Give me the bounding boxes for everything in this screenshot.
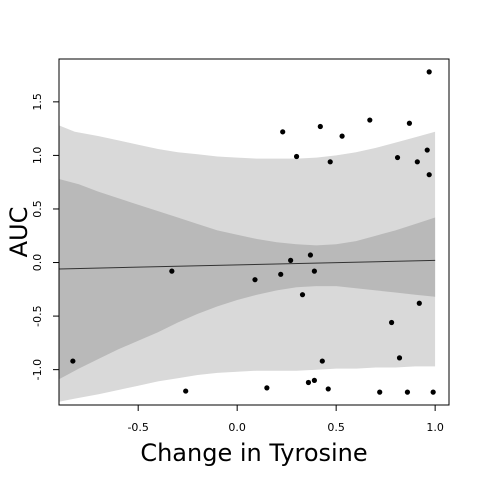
data-point-8 [288,257,294,263]
data-point-11 [305,379,312,386]
x-axis-title: Change in Tyrosine [140,439,367,467]
data-point-7 [280,129,286,135]
data-points [70,69,436,395]
confidence-bands [59,125,436,402]
data-point-6 [278,271,284,277]
regression-line [59,259,436,270]
y-tick-label: 0.5 [31,200,44,218]
data-point-20 [367,117,373,123]
y-tick-label: 0.0 [31,254,44,272]
x-tick-label: 1.0 [426,421,444,434]
x-tick-label: 0.0 [228,421,246,434]
data-point-19 [339,133,345,139]
data-point-31 [426,69,432,75]
data-point-27 [414,159,420,165]
data-point-21 [377,389,383,395]
inner-confidence-band [59,179,436,380]
data-point-15 [317,123,323,130]
data-point-18 [327,159,333,165]
data-point-14 [311,377,317,383]
data-point-26 [406,120,413,126]
data-point-30 [426,172,432,178]
y-tick-label: -0.5 [31,305,44,326]
x-tick-label: -0.5 [127,421,148,434]
data-point-17 [325,386,331,392]
plot-frame [58,58,450,406]
data-point-2 [169,268,175,274]
data-point-16 [319,358,325,364]
x-axis: -0.5 0.0 0.5 1.0 [127,405,444,434]
data-point-9 [293,153,300,160]
data-point-10 [299,292,306,298]
data-point-3 [183,388,189,394]
data-point-22 [388,319,395,326]
data-point-5 [264,385,270,391]
y-tick-label: -1.0 [31,359,44,380]
data-point-25 [404,389,411,395]
y-axis-title: AUC [5,207,33,258]
data-point-12 [307,252,314,258]
data-point-28 [416,300,422,306]
data-point-24 [396,355,403,361]
y-tick-label: 1.5 [31,93,44,111]
data-point-23 [394,154,401,161]
data-point-13 [311,268,317,274]
data-point-4 [252,277,258,283]
y-axis: -1.0 -0.5 0.0 0.5 1.0 1.5 [31,93,59,380]
y-tick-label: 1.0 [31,147,44,165]
data-point-1 [70,358,76,364]
data-point-29 [424,147,430,153]
x-tick-label: 0.5 [327,421,345,434]
data-point-32 [430,389,436,395]
